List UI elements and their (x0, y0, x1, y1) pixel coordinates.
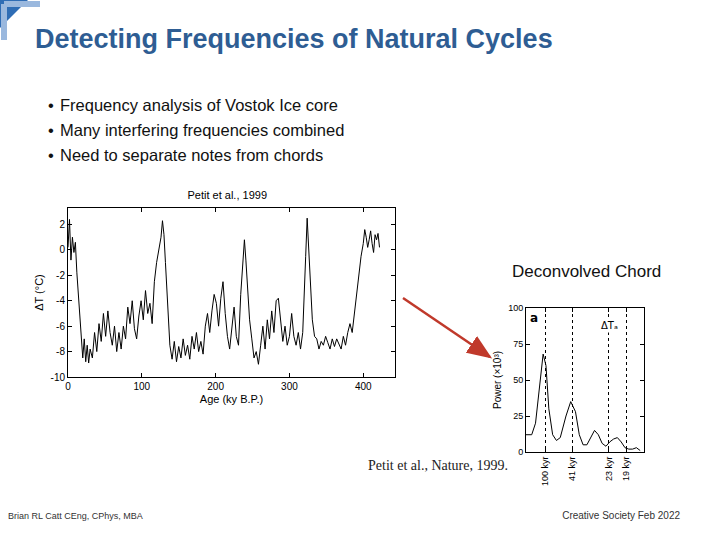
svg-text:41 kyr: 41 kyr (567, 457, 577, 482)
svg-text:100: 100 (133, 381, 150, 392)
svg-text:ΔT (°C): ΔT (°C) (33, 274, 45, 311)
svg-text:25: 25 (513, 411, 523, 421)
svg-text:75: 75 (513, 339, 523, 349)
svg-text:0: 0 (65, 381, 71, 392)
svg-text:23 kyr: 23 kyr (604, 457, 614, 482)
svg-text:400: 400 (355, 381, 372, 392)
html-text:Frequency analysis of Vostok I: Frequency analysis of Vostok Ice core (60, 96, 338, 114)
svg-text:Power (×10³): Power (×10³) (492, 351, 503, 409)
svg-text:Age (ky B.P.): Age (ky B.P.) (200, 393, 263, 405)
svg-text:19 kyr: 19 kyr (621, 457, 631, 482)
html-text:Deconvolved Chord: Deconvolved Chord (512, 262, 662, 281)
html-text:Need to separate notes from ch: Need to separate notes from chords (60, 146, 324, 164)
html-text:Detecting Frequencies of Natur: Detecting Frequencies of Natural Cycles (35, 24, 553, 54)
svg-text:50: 50 (513, 375, 523, 385)
svg-text:-4: -4 (56, 295, 65, 306)
svg-text:100: 100 (508, 303, 523, 313)
html-text:Many interfering frequencies c: Many interfering frequencies combined (60, 121, 345, 139)
svg-text:2: 2 (59, 219, 65, 230)
svg-text:ΔTₐ: ΔTₐ (601, 320, 618, 331)
html-text:Brian RL Catt CEng, CPhys, MBA: Brian RL Catt CEng, CPhys, MBA (8, 511, 143, 521)
html-text:Creative Society Feb 2022: Creative Society Feb 2022 (562, 510, 680, 521)
svg-text:a: a (530, 311, 538, 325)
svg-text:300: 300 (281, 381, 298, 392)
svg-text:-6: -6 (56, 321, 65, 332)
svg-text:200: 200 (207, 381, 224, 392)
svg-text:-2: -2 (56, 270, 65, 281)
svg-text:100 kyr: 100 kyr (540, 457, 550, 487)
html-text:Petit et al., Nature, 1999.: Petit et al., Nature, 1999. (368, 458, 508, 473)
svg-text:0: 0 (59, 244, 65, 255)
svg-text:-8: -8 (56, 346, 65, 357)
svg-text:0: 0 (518, 447, 523, 457)
svg-text:Petit et al., 1999: Petit et al., 1999 (188, 190, 268, 201)
svg-text:-10: -10 (51, 372, 66, 383)
